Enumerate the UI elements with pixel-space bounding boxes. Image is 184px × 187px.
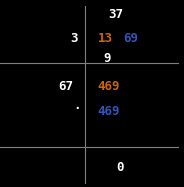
Text: 13: 13 [98,32,113,45]
Text: 9: 9 [103,52,111,65]
Text: .: . [74,99,81,112]
Text: 3: 3 [70,32,77,45]
Text: 37: 37 [108,8,123,22]
Text: 0: 0 [116,161,123,174]
Text: 469: 469 [98,80,120,94]
Text: 69: 69 [123,32,138,45]
Text: 67: 67 [59,80,74,94]
Text: 469: 469 [98,105,120,118]
